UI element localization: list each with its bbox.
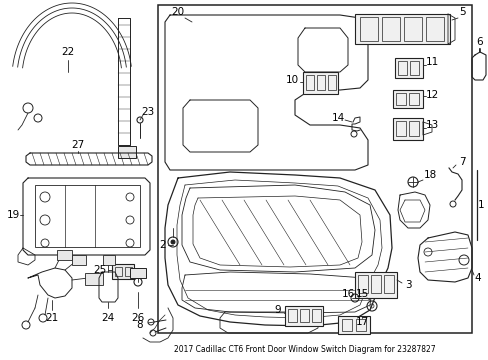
Text: 18: 18 [423,170,436,180]
Text: 15: 15 [355,289,368,299]
Text: 11: 11 [425,57,438,67]
Bar [392,118,422,140]
Bar [357,275,367,293]
Bar [112,264,134,279]
Circle shape [171,240,175,244]
Bar [408,93,418,105]
Bar [408,121,418,136]
Text: 17: 17 [355,317,368,327]
Bar [359,17,377,41]
Text: 13: 13 [425,120,438,130]
Bar [57,250,72,260]
Bar [287,309,296,322]
Text: 26: 26 [131,313,144,323]
Bar [130,268,146,278]
Text: 16: 16 [341,289,354,299]
Bar [403,17,421,41]
Text: 10: 10 [285,75,298,85]
Bar [125,267,132,276]
Bar [115,267,122,276]
Text: 7: 7 [458,157,465,167]
Text: 12: 12 [425,90,438,100]
Bar [85,273,103,285]
Bar [394,58,422,78]
Bar [337,316,369,334]
Text: 2017 Cadillac CT6 Front Door Window Switch Diagram for 23287827: 2017 Cadillac CT6 Front Door Window Swit… [174,346,435,355]
Text: 8: 8 [137,320,143,330]
Bar [425,17,443,41]
Text: 27: 27 [71,140,84,150]
Text: 6: 6 [476,37,482,47]
Bar [355,319,365,331]
Bar [311,309,320,322]
Bar [316,75,325,90]
Text: 19: 19 [6,210,20,220]
Bar [327,75,335,90]
Text: 25: 25 [93,265,106,275]
Bar [397,61,406,75]
Text: 5: 5 [458,7,465,17]
Text: 14: 14 [331,113,344,123]
Bar [395,121,405,136]
Bar [383,275,393,293]
Text: 20: 20 [171,7,184,17]
Text: 22: 22 [61,47,75,57]
Bar [341,319,351,331]
Bar [118,146,136,158]
Text: 9: 9 [274,305,281,315]
Bar [354,14,449,44]
Bar [72,255,86,265]
Bar [395,93,405,105]
Bar [35,185,140,247]
Bar [158,5,471,333]
Text: 24: 24 [101,313,114,323]
Bar [103,255,115,265]
Bar [303,72,337,94]
Bar [381,17,399,41]
Bar [285,306,323,326]
Bar [299,309,308,322]
Bar [305,75,313,90]
Text: 2: 2 [160,240,166,250]
Bar [409,61,418,75]
Text: 21: 21 [45,313,59,323]
Text: 4: 4 [474,273,480,283]
Bar [370,275,380,293]
Text: 1: 1 [477,200,483,210]
Text: 23: 23 [141,107,154,117]
Bar [354,272,396,298]
Bar [392,90,422,108]
Text: 3: 3 [404,280,410,290]
